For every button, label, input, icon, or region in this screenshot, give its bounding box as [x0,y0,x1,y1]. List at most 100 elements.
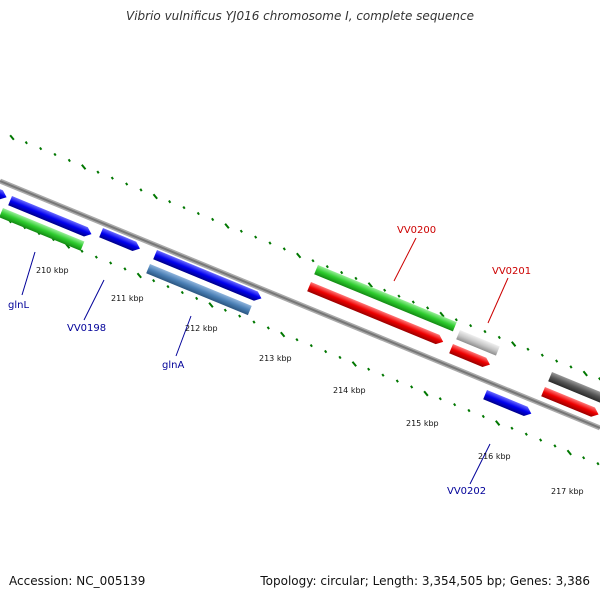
map-title: Vibrio vulnificus YJ016 chromosome I, co… [125,9,475,23]
upper-tick-0 [9,134,15,141]
gene-VV0202[interactable] [483,390,533,418]
lower-tick-11 [152,279,156,283]
upper-tick-27 [397,294,401,298]
gene-blue-mid-shape[interactable] [153,250,263,303]
gene-label-VV0200[interactable]: VV0200 [397,225,436,236]
callout-glnL [21,251,36,296]
gene-green-left-shape[interactable] [0,208,85,251]
tick-label-212: 212 kbp [185,324,218,333]
upper-tick-31 [454,318,458,322]
lower-tick-29 [410,385,414,389]
backbone-inner [0,180,600,429]
upper-tick-1 [24,141,28,145]
callout-VV0202 [469,443,491,485]
upper-tick-8 [125,182,129,186]
gene-label-glnA[interactable]: glnA [162,360,184,371]
lower-tick-12 [166,284,170,289]
gene-blue-edge-shape[interactable] [0,185,8,202]
upper-tick-24 [354,276,358,281]
upper-tick-14 [211,217,215,222]
gene-green-left[interactable] [0,208,85,251]
lower-tick-38 [539,438,543,442]
upper-tick-6 [96,170,100,174]
gene-dark-right[interactable] [548,372,600,405]
lower-tick-33 [467,408,471,413]
gene-VV0201-shape[interactable] [456,330,500,356]
upper-tick-9 [139,188,143,192]
upper-tick-21 [311,259,315,263]
lower-tick-32 [453,402,457,407]
upper-tick-16 [239,229,243,233]
upper-tick-25 [367,282,373,288]
gene-red-right[interactable] [541,387,600,419]
gene-glnL-upper[interactable] [8,196,93,239]
upper-tick-2 [39,146,43,151]
gene-dark-right-shape[interactable] [548,372,600,405]
gene-glnL-upper-shape[interactable] [8,196,93,239]
upper-tick-7 [110,176,114,180]
gene-label-VV0201[interactable]: VV0201 [492,266,531,277]
gene-VV0200-shape[interactable] [314,265,457,332]
upper-tick-30 [439,311,445,318]
upper-tick-17 [254,235,258,239]
lower-tick-42 [596,462,600,466]
gene-glnA-shape[interactable] [146,264,252,316]
gene-VV0198[interactable] [99,228,142,253]
gene-VV0200[interactable] [314,265,457,332]
gene-label-glnL[interactable]: glnL [8,300,29,311]
upper-tick-3 [53,152,57,157]
gene-blue-edge[interactable] [0,185,8,202]
upper-tick-37 [540,353,544,357]
gene-VV0202-shape[interactable] [483,390,533,418]
lower-tick-8 [109,261,113,265]
lower-tick-28 [395,379,399,383]
tick-label-216: 216 kbp [478,452,511,461]
tick-label-211: 211 kbp [111,294,144,303]
gene-glnA[interactable] [146,264,252,316]
gene-VV0198-shape[interactable] [99,228,142,253]
gene-label-VV0202[interactable]: VV0202 [447,486,486,497]
lower-tick-30 [423,390,429,397]
tick-label-213: 213 kbp [259,354,292,363]
upper-tick-11 [168,200,172,204]
lower-tick-36 [510,426,514,430]
upper-tick-20 [296,252,302,259]
lower-tick-35 [495,420,501,426]
gene-red-small-shape[interactable] [449,344,492,369]
upper-tick-39 [569,365,573,369]
upper-tick-23 [340,270,344,275]
gene-red-mid[interactable] [307,282,445,346]
upper-tick-19 [282,247,286,251]
upper-tick-15 [224,223,230,229]
lower-tick-34 [481,414,485,419]
lower-tick-37 [524,432,528,436]
gene-VV0201[interactable] [456,330,500,356]
upper-tick-35 [511,341,517,347]
gene-red-mid-shape[interactable] [307,282,445,346]
lower-tick-25 [351,361,357,367]
lower-tick-20 [280,331,286,338]
upper-tick-36 [526,347,530,351]
upper-tick-40 [582,370,588,377]
tick-label-215: 215 kbp [406,419,439,428]
upper-tick-4 [67,158,71,163]
gene-label-VV0198[interactable]: VV0198 [67,323,106,334]
gene-red-right-shape[interactable] [541,387,600,419]
upper-tick-28 [411,300,415,304]
callout-VV0201 [487,277,509,324]
lower-tick-15 [208,302,214,308]
gene-blue-mid[interactable] [153,250,263,303]
lower-tick-21 [295,338,299,342]
lower-tick-39 [553,444,557,448]
upper-tick-22 [325,264,329,269]
upper-tick-26 [383,288,387,292]
lower-tick-7 [94,255,98,259]
upper-tick-10 [152,193,158,200]
lower-tick-22 [309,343,313,348]
lower-tick-40 [566,449,572,456]
callout-VV0198 [83,279,105,321]
upper-tick-34 [497,335,501,340]
gene-red-small[interactable] [449,344,492,369]
lower-tick-13 [180,290,184,295]
